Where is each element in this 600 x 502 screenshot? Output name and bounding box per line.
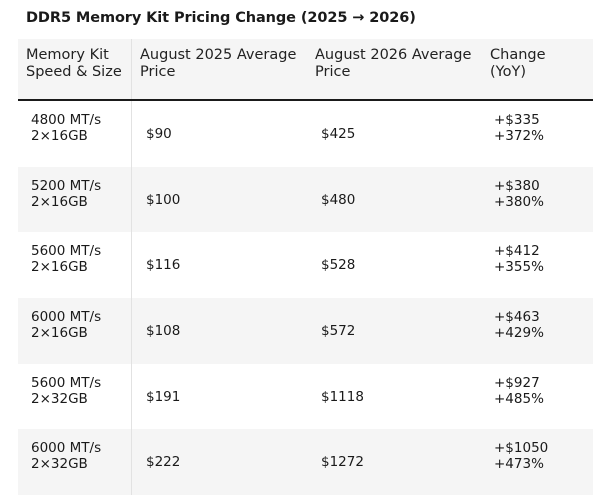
table-row: 4800 MT/s 2×16GB $90 $425 +$335 +372% <box>18 101 593 167</box>
change-percent: +355% <box>494 259 544 276</box>
table-row: 5600 MT/s 2×32GB $191 $1118 +$927 +485% <box>18 363 593 430</box>
price-2025-cell: $222 <box>146 454 181 471</box>
change-percent: +429% <box>494 325 544 342</box>
price-2026-cell: $1118 <box>321 388 364 405</box>
header-text: August 2025 Average <box>140 47 297 63</box>
header-change: Change (YoY) <box>482 39 593 99</box>
change-cell: +$335 +372% <box>482 101 593 167</box>
price-2026-cell: $1272 <box>321 454 364 471</box>
kit-size: 2×16GB <box>31 259 88 276</box>
header-2025-price: August 2025 Average Price <box>132 39 307 99</box>
price-2026-cell: $572 <box>321 322 356 339</box>
kit-speed: 6000 MT/s <box>31 440 102 457</box>
pricing-table: Memory Kit Speed & Size August 2025 Aver… <box>18 39 593 496</box>
memory-kit-cell: 5600 MT/s 2×16GB <box>18 232 132 299</box>
change-percent: +473% <box>494 456 544 473</box>
change-percent: +485% <box>494 390 544 407</box>
change-absolute: +$1050 <box>494 440 549 457</box>
kit-size: 2×16GB <box>31 193 88 210</box>
kit-speed: 5600 MT/s <box>31 243 102 260</box>
table-row: 5600 MT/s 2×16GB $116 $528 +$412 +355% <box>18 232 593 299</box>
change-percent: +372% <box>494 128 544 144</box>
price-2025-cell: $108 <box>146 322 181 339</box>
header-memory-kit: Memory Kit Speed & Size <box>18 39 132 99</box>
table-header-row: Memory Kit Speed & Size August 2025 Aver… <box>18 39 593 101</box>
change-cell: +$412 +355% <box>482 232 593 298</box>
change-absolute: +$335 <box>494 112 540 128</box>
table-row: 6000 MT/s 2×32GB $222 $1272 +$1050 +473% <box>18 429 593 496</box>
price-2025-cell: $100 <box>146 191 181 208</box>
kit-size: 2×32GB <box>31 390 88 407</box>
header-text: Price <box>140 64 176 80</box>
table-row: 5200 MT/s 2×16GB $100 $480 +$380 +380% <box>18 166 593 233</box>
table-row: 6000 MT/s 2×16GB $108 $572 +$463 +429% <box>18 298 593 364</box>
change-cell: +$380 +380% <box>482 167 593 233</box>
header-text: Memory Kit <box>26 47 109 63</box>
header-text: Change <box>490 47 546 63</box>
change-cell: +$463 +429% <box>482 298 593 364</box>
price-2025-cell: $116 <box>146 257 181 274</box>
price-2025-cell: $90 <box>146 125 172 142</box>
kit-speed: 5600 MT/s <box>31 374 102 391</box>
kit-size: 2×32GB <box>31 456 88 473</box>
change-absolute: +$927 <box>494 374 540 391</box>
header-text: Speed & Size <box>26 64 122 80</box>
kit-speed: 4800 MT/s <box>31 112 102 128</box>
memory-kit-cell: 4800 MT/s 2×16GB <box>18 101 132 167</box>
price-2025-cell: $191 <box>146 388 181 405</box>
change-absolute: +$412 <box>494 243 540 260</box>
price-2026-cell: $425 <box>321 125 356 142</box>
kit-speed: 5200 MT/s <box>31 177 102 194</box>
change-percent: +380% <box>494 193 544 210</box>
memory-kit-cell: 6000 MT/s 2×32GB <box>18 429 132 496</box>
kit-speed: 6000 MT/s <box>31 309 102 326</box>
price-2026-cell: $480 <box>321 191 356 208</box>
header-text: August 2026 Average <box>315 47 472 63</box>
change-cell: +$927 +485% <box>482 364 593 430</box>
table-title: DDR5 Memory Kit Pricing Change (2025 → 2… <box>26 10 416 26</box>
memory-kit-cell: 5200 MT/s 2×16GB <box>18 166 132 233</box>
change-absolute: +$380 <box>494 177 540 194</box>
kit-size: 2×16GB <box>31 128 88 144</box>
memory-kit-cell: 6000 MT/s 2×16GB <box>18 298 132 364</box>
kit-size: 2×16GB <box>31 325 88 342</box>
header-text: (YoY) <box>490 64 526 80</box>
memory-kit-cell: 5600 MT/s 2×32GB <box>18 363 132 430</box>
header-2026-price: August 2026 Average Price <box>307 39 482 99</box>
change-absolute: +$463 <box>494 309 540 326</box>
price-2026-cell: $528 <box>321 257 356 274</box>
header-text: Price <box>315 64 351 80</box>
change-cell: +$1050 +473% <box>482 429 593 495</box>
